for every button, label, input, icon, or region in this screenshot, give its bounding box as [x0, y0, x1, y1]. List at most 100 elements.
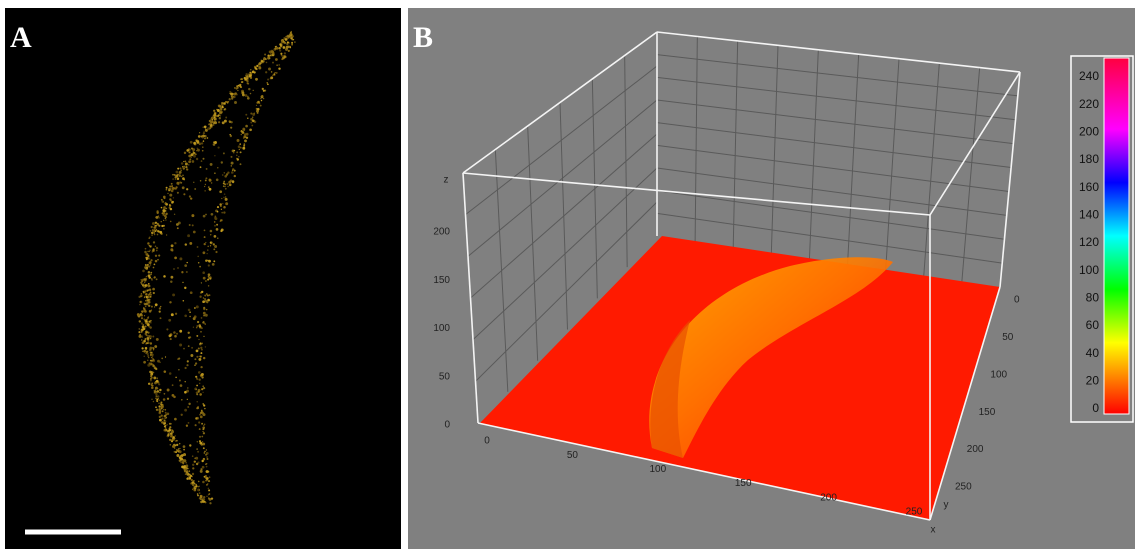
dot: [206, 294, 209, 297]
dot: [170, 248, 174, 252]
dot: [155, 379, 159, 383]
dot: [202, 137, 204, 139]
dot: [173, 173, 176, 176]
dot: [213, 113, 217, 117]
dot: [202, 385, 205, 388]
dot: [265, 61, 268, 64]
dot: [203, 185, 206, 188]
dot: [195, 456, 199, 460]
dot: [166, 388, 170, 392]
dot: [227, 171, 230, 174]
dot: [268, 67, 271, 71]
dot: [239, 151, 242, 154]
dot: [272, 52, 275, 55]
grid-line: [732, 40, 739, 248]
dot: [207, 275, 210, 278]
dot: [194, 153, 197, 156]
dot: [208, 497, 210, 499]
colorbar-tick-label: 80: [1086, 291, 1100, 305]
dot: [240, 147, 242, 149]
dot: [236, 154, 238, 156]
dot: [197, 488, 200, 492]
dot: [244, 78, 247, 81]
dot: [183, 459, 185, 462]
dot: [207, 285, 210, 287]
dot: [212, 143, 216, 146]
dot: [186, 261, 188, 264]
dot: [178, 173, 181, 176]
dot: [149, 295, 152, 298]
dot: [225, 196, 227, 198]
dot: [150, 271, 153, 274]
dot: [233, 92, 237, 96]
dot: [159, 317, 162, 320]
dot: [205, 259, 208, 262]
x-tick-label: 0: [484, 436, 490, 447]
dot: [208, 123, 211, 126]
dot: [194, 362, 198, 365]
dot: [151, 355, 154, 358]
dot: [205, 308, 208, 311]
dot: [141, 328, 144, 331]
dot: [207, 298, 210, 302]
dot: [209, 162, 213, 166]
dot: [153, 306, 156, 308]
dot: [158, 224, 161, 227]
y-tick-label: 150: [979, 407, 996, 418]
dot: [201, 499, 205, 503]
dot: [196, 407, 199, 410]
dot: [147, 363, 151, 367]
dot: [159, 305, 162, 308]
dot: [197, 255, 199, 258]
dot: [202, 297, 205, 299]
dot: [172, 173, 174, 176]
dot: [241, 80, 244, 84]
dot: [264, 58, 267, 61]
dot: [156, 233, 159, 236]
dot: [262, 58, 266, 61]
dot: [219, 203, 222, 206]
dot: [248, 73, 251, 76]
dot: [178, 379, 181, 382]
dot: [158, 415, 161, 419]
dot: [209, 123, 213, 127]
dot: [258, 66, 262, 70]
dot: [196, 441, 198, 443]
dot: [142, 323, 145, 326]
dot: [156, 223, 160, 226]
dot: [202, 157, 205, 160]
dot: [155, 337, 159, 341]
dot: [162, 209, 166, 213]
colorbar-tick-label: 220: [1079, 97, 1099, 111]
dot: [150, 386, 154, 390]
dot: [164, 356, 167, 358]
dot: [156, 210, 159, 213]
dot: [203, 335, 205, 338]
dot: [152, 291, 155, 295]
x-tick-label: 100: [649, 464, 666, 475]
dot: [158, 408, 161, 410]
dot: [144, 277, 148, 281]
dot: [206, 484, 208, 486]
dot: [249, 76, 253, 80]
dot: [158, 254, 161, 257]
surface-ridge: [649, 257, 893, 458]
dot: [147, 250, 149, 253]
dot: [191, 160, 195, 163]
dot: [144, 346, 148, 350]
dot: [287, 34, 290, 38]
dot: [208, 119, 211, 123]
dot: [209, 278, 212, 280]
dot: [216, 206, 220, 209]
dot: [228, 98, 231, 101]
dot: [190, 197, 193, 200]
dot: [187, 421, 190, 424]
dot: [148, 310, 152, 313]
dot: [222, 152, 225, 155]
dot: [210, 182, 213, 184]
dot: [214, 172, 216, 174]
dot: [195, 462, 199, 466]
dot: [184, 390, 187, 394]
dot: [150, 319, 152, 322]
dot: [287, 49, 290, 52]
